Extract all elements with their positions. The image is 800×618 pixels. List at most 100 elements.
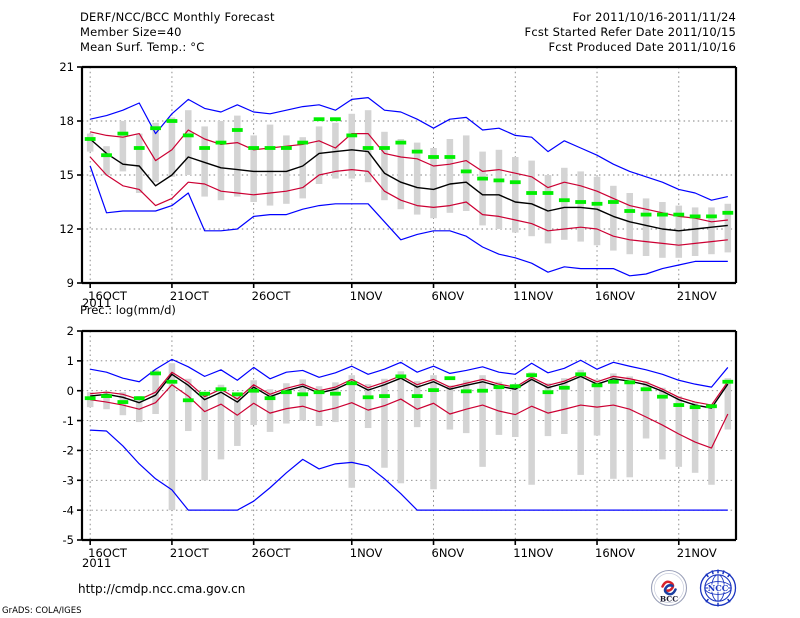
observation-dash — [330, 391, 341, 396]
ensemble-spread-bar — [381, 131, 388, 201]
ensemble-spread-bar — [479, 375, 486, 467]
ncc-logo-icon: NCC — [699, 569, 737, 607]
y-tick-label: -2 — [63, 444, 74, 458]
x-tick-label: 1NOV — [350, 289, 383, 300]
y-tick-label: -1 — [63, 414, 74, 428]
y-tick-label: 21 — [59, 60, 74, 74]
y-tick-label: -4 — [63, 503, 74, 517]
observation-dash — [526, 191, 538, 195]
observation-dash — [607, 200, 619, 204]
ensemble-spread-bar — [479, 151, 486, 226]
ensemble-spread-bar — [561, 378, 568, 435]
ensemble-spread-bar — [250, 135, 257, 202]
ensemble-spread-bar — [642, 198, 650, 256]
observation-dash — [640, 212, 652, 217]
observation-dash — [460, 389, 472, 394]
observation-dash — [182, 133, 194, 138]
observation-dash — [280, 146, 292, 150]
x-tick-label: 16NOV — [595, 289, 635, 300]
series-mean-line — [90, 373, 729, 409]
ensemble-spread-bar — [135, 133, 143, 193]
ensemble-spread-bar — [283, 135, 290, 204]
fcst-produced-date-label: Fcst Produced Date 2011/10/16 — [548, 40, 736, 54]
series-min-line — [89, 165, 728, 277]
x-tick-label: 21NOV — [677, 289, 717, 300]
ensemble-spread-bar — [495, 381, 503, 435]
ensemble-spread-bar — [283, 383, 290, 424]
series-q75-line — [90, 371, 729, 406]
ensemble-spread-bar — [626, 376, 633, 478]
observation-dash — [428, 388, 439, 393]
observation-dash — [706, 214, 717, 219]
observation-dash — [330, 117, 341, 122]
x-tick-label: 6NOV — [432, 546, 465, 558]
series-q75-line — [90, 129, 728, 223]
observation-dash — [346, 381, 358, 386]
bottom-chart-year-label: 2011 — [82, 556, 112, 570]
ensemble-spread-bar — [397, 371, 405, 484]
ensemble-spread-bar — [86, 133, 94, 152]
observation-dash — [640, 387, 652, 392]
x-tick-label: 21OCT — [170, 546, 210, 558]
ensemble-spread-bar — [364, 384, 372, 429]
ensemble-spread-bar — [103, 146, 110, 175]
ensemble-spread-bar — [610, 185, 617, 251]
observation-dash — [248, 146, 260, 150]
ensemble-spread-bar — [528, 160, 535, 237]
ensemble-spread-bar — [724, 378, 732, 430]
temperature-chart: 9 12 15 18 21 16OCT 21OCT 26OCT 1NOV 6NOV 11NOV 16N… — [0, 60, 800, 300]
y-tick-label: -5 — [63, 533, 74, 547]
x-tick-label: 26OCT — [252, 289, 292, 300]
ncc-logo-text: NCC — [708, 583, 729, 593]
ensemble-spread-bar — [315, 386, 323, 426]
agency-logos: BCC — [648, 568, 748, 608]
observation-dash — [477, 388, 488, 393]
bcc-logo-icon: BCC — [650, 569, 688, 607]
x-tick-label: 16NOV — [595, 546, 635, 558]
observation-dash — [150, 371, 161, 376]
observation-dash — [493, 178, 505, 183]
ensemble-spread-bar — [675, 396, 683, 467]
ensemble-spread-bar — [299, 137, 306, 199]
ensemble-spread-bar — [577, 369, 584, 475]
ensemble-spread-bar — [201, 393, 208, 481]
ensemble-spread-bar — [332, 122, 339, 179]
ensemble-spread-bar — [446, 139, 454, 213]
x-tick-label: 11NOV — [513, 546, 553, 558]
forecast-range-label: For 2011/10/16-2011/11/24 — [572, 10, 736, 24]
observation-dash — [362, 146, 374, 150]
y-tick-label: 12 — [59, 222, 74, 236]
observation-dash — [575, 200, 587, 204]
precipitation-plot-svg: -5 -4 -3 -2 -1 0 1 2 16OCT 21OCT 26OCT 1NOV 6NOV 11NO… — [63, 324, 738, 558]
observation-dash — [689, 405, 701, 410]
observation-dash — [379, 146, 390, 150]
observation-dash — [542, 191, 554, 195]
observation-dash — [166, 119, 178, 123]
ensemble-spread-bar — [119, 121, 127, 172]
observation-dash — [84, 396, 96, 401]
fcst-started-date-label: Fcst Started Refer Date 2011/10/15 — [524, 25, 736, 39]
observation-dash — [591, 383, 603, 388]
series-min-line — [90, 429, 728, 511]
ensemble-spread-bar — [659, 202, 666, 258]
ensemble-spread-bar — [103, 391, 110, 410]
ensemble-spread-bar — [217, 121, 225, 201]
observation-dash — [657, 212, 668, 217]
x-tick-label: 16OCT — [88, 289, 128, 300]
x-tick-label: 6NOV — [432, 289, 465, 300]
ensemble-spread-bar — [266, 124, 274, 206]
ensemble-spread-bar — [152, 122, 159, 183]
observation-dash — [689, 214, 701, 219]
observation-dash — [248, 388, 260, 393]
observation-dash — [624, 209, 636, 213]
ensemble-spread-bar — [528, 372, 535, 485]
observation-dash — [460, 169, 472, 174]
observation-dash — [444, 155, 456, 159]
observation-dash — [166, 379, 178, 384]
observation-dash — [297, 140, 309, 145]
ensemble-spread-bar — [397, 139, 405, 210]
observation-dash — [379, 394, 390, 398]
website-url[interactable]: http://cmdp.ncc.cma.gov.cn — [78, 582, 246, 596]
ensemble-spread-bar — [659, 387, 666, 460]
